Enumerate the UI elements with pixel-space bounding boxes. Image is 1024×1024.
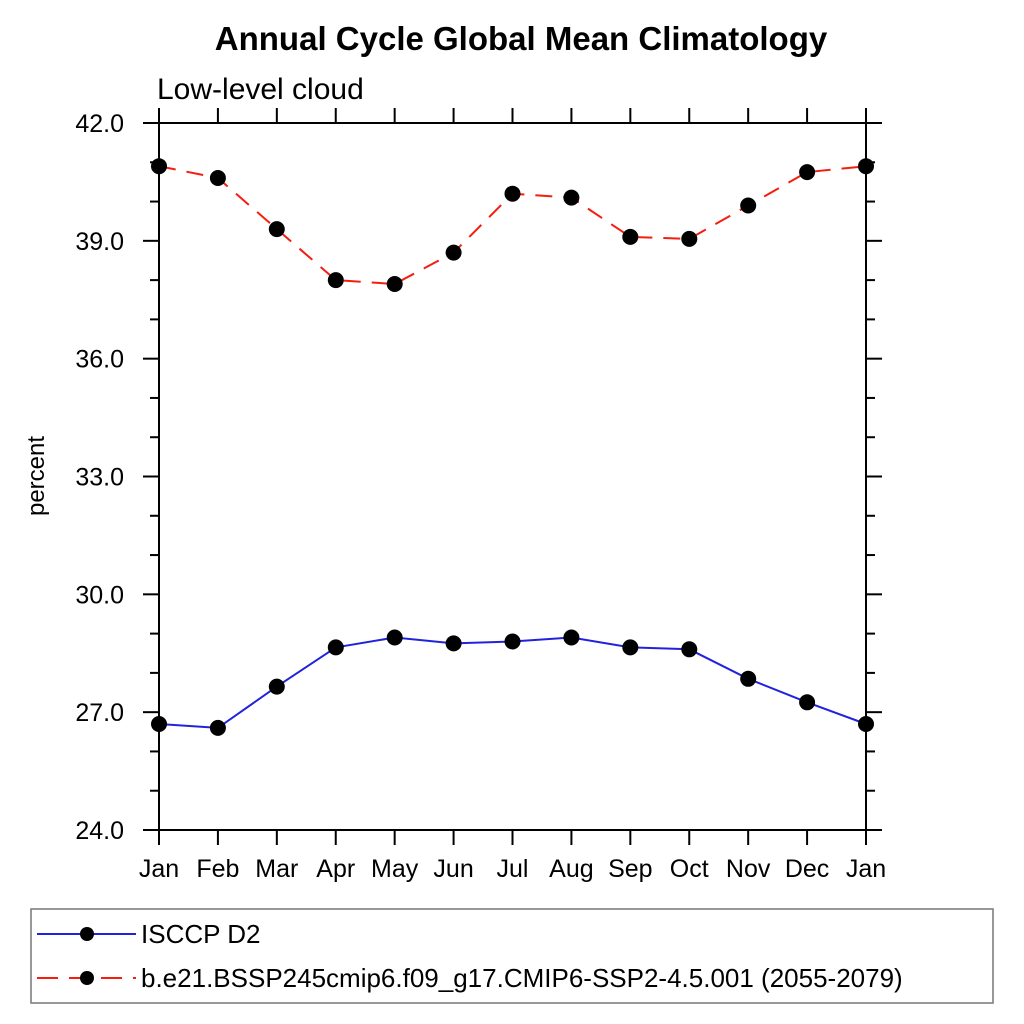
data-point-marker bbox=[858, 158, 874, 175]
chart-title: Annual Cycle Global Mean Climatology bbox=[215, 20, 828, 57]
x-tick-label: Mar bbox=[255, 855, 298, 883]
legend-box bbox=[30, 908, 994, 1004]
data-point-marker bbox=[622, 639, 639, 656]
x-tick-label: Feb bbox=[196, 855, 239, 883]
data-point-marker bbox=[268, 678, 285, 695]
data-point-marker bbox=[327, 272, 344, 289]
series-line bbox=[158, 636, 867, 729]
data-point-marker bbox=[268, 221, 285, 238]
x-tick-label: Jan bbox=[846, 855, 886, 883]
data-point-marker bbox=[445, 635, 462, 652]
x-tick-label: Apr bbox=[316, 855, 355, 883]
plot-box bbox=[158, 122, 867, 831]
y-tick-label: 27.0 bbox=[75, 699, 124, 727]
data-point-marker bbox=[504, 633, 521, 650]
y-tick-label: 33.0 bbox=[75, 464, 124, 492]
data-point-marker bbox=[209, 719, 226, 736]
legend-marker-icon bbox=[80, 971, 94, 985]
legend-label-model: b.e21.BSSP245cmip6.f09_g17.CMIP6-SSP2-4.… bbox=[141, 963, 903, 993]
data-point-marker bbox=[209, 170, 226, 186]
y-tick-label: 42.0 bbox=[75, 110, 124, 138]
legend-marker-icon bbox=[80, 927, 94, 941]
data-point-marker bbox=[386, 276, 403, 292]
data-point-marker bbox=[740, 670, 757, 687]
data-point-marker bbox=[622, 228, 639, 245]
x-tick-label: Jul bbox=[497, 855, 529, 883]
data-point-marker bbox=[740, 197, 757, 214]
y-axis-label: percent bbox=[23, 436, 50, 516]
data-point-marker bbox=[563, 189, 580, 206]
legend-label-isccp: ISCCP D2 bbox=[141, 919, 260, 949]
data-point-marker bbox=[386, 629, 403, 646]
data-point-marker bbox=[799, 164, 816, 181]
data-point-marker bbox=[563, 629, 580, 646]
x-tick-label: Nov bbox=[726, 855, 771, 883]
data-point-marker bbox=[445, 244, 462, 261]
data-point-marker bbox=[151, 716, 167, 732]
data-point-marker bbox=[799, 694, 816, 711]
y-tick-label: 30.0 bbox=[75, 581, 124, 609]
x-tick-label: Aug bbox=[549, 855, 593, 883]
data-point-marker bbox=[327, 639, 344, 656]
y-tick-label: 24.0 bbox=[75, 817, 124, 845]
chart-subtitle: Low-level cloud bbox=[157, 73, 364, 106]
y-tick-label: 39.0 bbox=[75, 228, 124, 256]
data-point-marker bbox=[504, 185, 521, 202]
data-point-marker bbox=[681, 641, 698, 658]
data-point-marker bbox=[151, 158, 167, 175]
plot-area: 24.0 27.0 30.0 33.0 36.0 39.0 42.0 Jan Feb Mar Apr… bbox=[75, 108, 886, 883]
x-tick-label: May bbox=[371, 855, 419, 883]
series-line bbox=[158, 165, 867, 286]
x-tick-label: Oct bbox=[670, 855, 709, 883]
legend: ISCCP D2 b.e21.BSSP245cmip6.f09_g17.CMIP… bbox=[30, 908, 994, 1004]
data-point-marker bbox=[681, 230, 698, 247]
x-tick-label: Jun bbox=[433, 855, 473, 883]
x-tick-label: Sep bbox=[608, 855, 652, 883]
x-tick-label: Dec bbox=[785, 855, 829, 883]
data-point-marker bbox=[858, 716, 874, 732]
x-tick-label: Jan bbox=[139, 855, 179, 883]
y-tick-label: 36.0 bbox=[75, 346, 124, 374]
